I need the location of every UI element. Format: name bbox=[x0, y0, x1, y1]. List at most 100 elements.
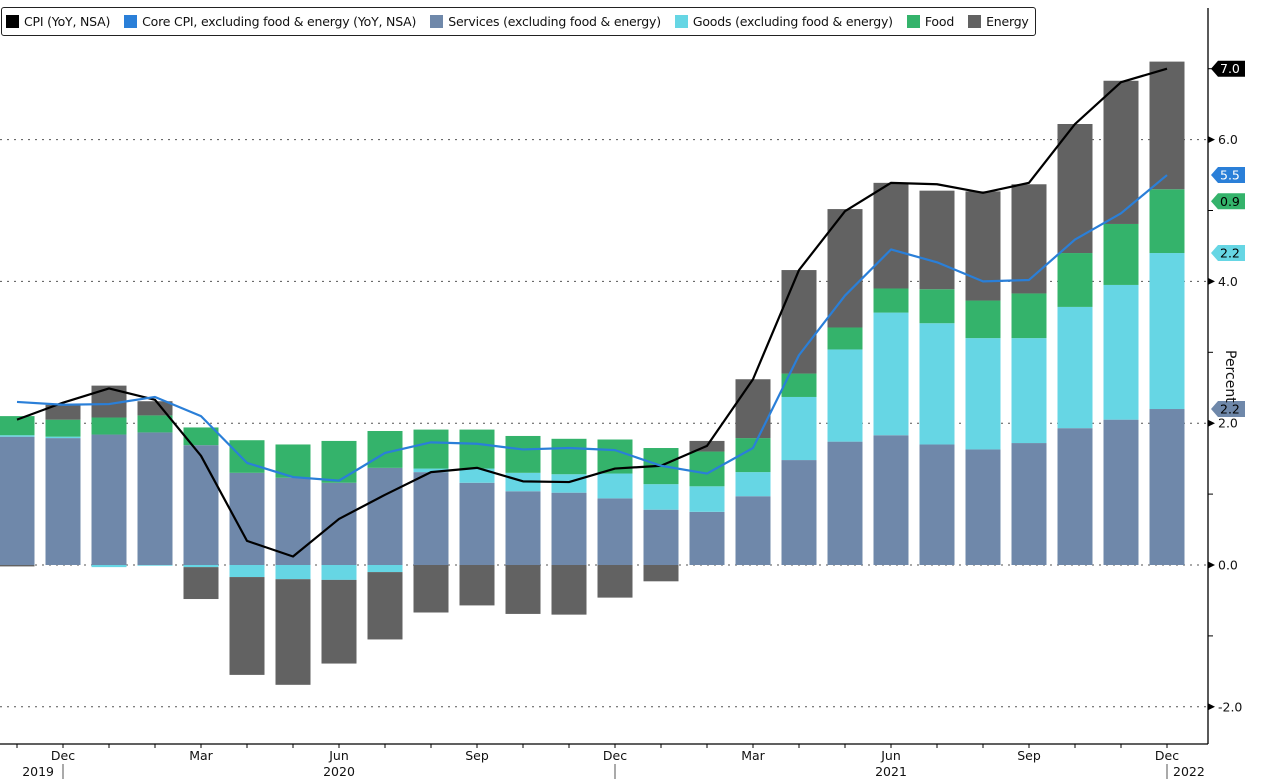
x-year-label: 2019 bbox=[22, 764, 54, 779]
last-value-tag bbox=[1211, 401, 1245, 418]
y-tick-marker bbox=[1208, 561, 1215, 569]
bar-energy bbox=[183, 567, 219, 600]
bar-services bbox=[459, 482, 495, 565]
bar-food bbox=[505, 435, 541, 473]
bar-goods bbox=[919, 323, 955, 445]
bar-food bbox=[1103, 223, 1139, 285]
bar-energy bbox=[1103, 80, 1139, 224]
last-value-label: 2.2 bbox=[1220, 402, 1240, 417]
last-value-label: 2.2 bbox=[1220, 246, 1240, 261]
bar-goods bbox=[873, 312, 909, 436]
bar-energy bbox=[597, 565, 633, 598]
bar-services bbox=[413, 472, 449, 565]
bar-goods bbox=[597, 473, 633, 499]
legend-swatch bbox=[906, 15, 920, 28]
bar-food bbox=[229, 440, 265, 473]
legend-item-goods[interactable]: Goods (excluding food & energy) bbox=[674, 14, 893, 29]
bar-food bbox=[1011, 293, 1047, 339]
y-tick-label: 2.0 bbox=[1218, 416, 1238, 431]
y-tick-label: 0.0 bbox=[1218, 558, 1238, 573]
bar-services bbox=[551, 492, 587, 565]
bar-food bbox=[873, 288, 909, 313]
bar-energy bbox=[45, 404, 81, 420]
x-tick-label: Sep bbox=[1017, 748, 1041, 763]
bar-services bbox=[0, 436, 35, 565]
bar-goods bbox=[965, 338, 1001, 450]
bar-energy bbox=[1011, 184, 1047, 294]
legend-swatch bbox=[6, 15, 19, 28]
bar-goods bbox=[459, 468, 495, 483]
bar-food bbox=[689, 451, 725, 487]
legend-swatch bbox=[124, 15, 138, 28]
bar-goods bbox=[643, 484, 679, 510]
bar-goods bbox=[781, 396, 817, 461]
bar-services bbox=[321, 482, 357, 565]
bar-services bbox=[505, 491, 541, 565]
last-value-tag bbox=[1211, 167, 1245, 184]
legend-item-core-cpi[interactable]: Core CPI, excluding food & energy (YoY, … bbox=[124, 14, 416, 29]
bar-services bbox=[735, 496, 771, 565]
x-year-label: 2022 bbox=[1173, 764, 1205, 779]
bar-goods bbox=[321, 565, 357, 580]
bar-goods bbox=[183, 565, 219, 568]
bar-goods bbox=[413, 468, 449, 473]
bar-goods bbox=[275, 565, 311, 580]
y-tick-label: -2.0 bbox=[1218, 699, 1242, 714]
legend-item-food[interactable]: Food bbox=[906, 14, 954, 29]
bar-services bbox=[1103, 419, 1139, 565]
bar-goods bbox=[1057, 306, 1093, 429]
bar-food bbox=[459, 429, 495, 469]
bar-goods bbox=[827, 349, 863, 442]
x-year-label: 2020 bbox=[323, 764, 355, 779]
x-tick-label: Mar bbox=[189, 748, 213, 763]
y-axis-title: Percent bbox=[1222, 350, 1238, 403]
legend-item-services[interactable]: Services (excluding food & energy) bbox=[430, 14, 661, 29]
bar-services bbox=[1149, 409, 1185, 565]
bar-services bbox=[643, 509, 679, 565]
x-tick-label: Sep bbox=[465, 748, 489, 763]
legend: CPI (YoY, NSA) Core CPI, excluding food … bbox=[1, 7, 1036, 36]
bar-energy bbox=[413, 565, 449, 613]
y-tick-marker bbox=[1208, 703, 1215, 711]
bar-food bbox=[275, 444, 311, 478]
bar-food bbox=[183, 427, 219, 446]
bar-energy bbox=[321, 579, 357, 664]
bar-food bbox=[91, 417, 127, 435]
bar-goods bbox=[229, 565, 265, 578]
bar-energy bbox=[551, 565, 587, 615]
bar-goods bbox=[91, 565, 127, 568]
bar-energy bbox=[781, 270, 817, 374]
bar-energy bbox=[643, 565, 679, 582]
x-tick-label: Jun bbox=[328, 748, 349, 763]
x-year-label: 2021 bbox=[875, 764, 907, 779]
bar-services bbox=[45, 438, 81, 565]
bar-energy bbox=[367, 572, 403, 640]
bar-energy bbox=[505, 565, 541, 614]
bar-goods bbox=[45, 436, 81, 439]
bar-energy bbox=[965, 191, 1001, 301]
bar-energy bbox=[827, 209, 863, 328]
y-tick-marker bbox=[1208, 136, 1215, 144]
bar-services bbox=[873, 435, 909, 565]
bar-services bbox=[275, 477, 311, 565]
legend-item-cpi[interactable]: CPI (YoY, NSA) bbox=[6, 14, 110, 29]
bar-energy bbox=[459, 565, 495, 606]
last-value-tag bbox=[1211, 245, 1245, 262]
bar-services bbox=[919, 444, 955, 565]
bar-services bbox=[827, 441, 863, 565]
x-tick-label: Dec bbox=[603, 748, 627, 763]
legend-label: Goods (excluding food & energy) bbox=[692, 14, 893, 29]
bar-services bbox=[689, 511, 725, 565]
bar-services bbox=[1011, 443, 1047, 565]
last-value-tag bbox=[1211, 60, 1245, 77]
bar-energy bbox=[275, 579, 311, 685]
last-value-label: 5.5 bbox=[1220, 168, 1240, 183]
legend-item-energy[interactable]: Energy bbox=[968, 14, 1029, 29]
bar-goods bbox=[735, 472, 771, 497]
bar-services bbox=[597, 498, 633, 565]
legend-label: Services (excluding food & energy) bbox=[448, 14, 661, 29]
bar-food bbox=[1057, 253, 1093, 307]
last-value-label: 7.0 bbox=[1220, 61, 1240, 76]
core-cpi-line bbox=[16, 174, 1168, 482]
